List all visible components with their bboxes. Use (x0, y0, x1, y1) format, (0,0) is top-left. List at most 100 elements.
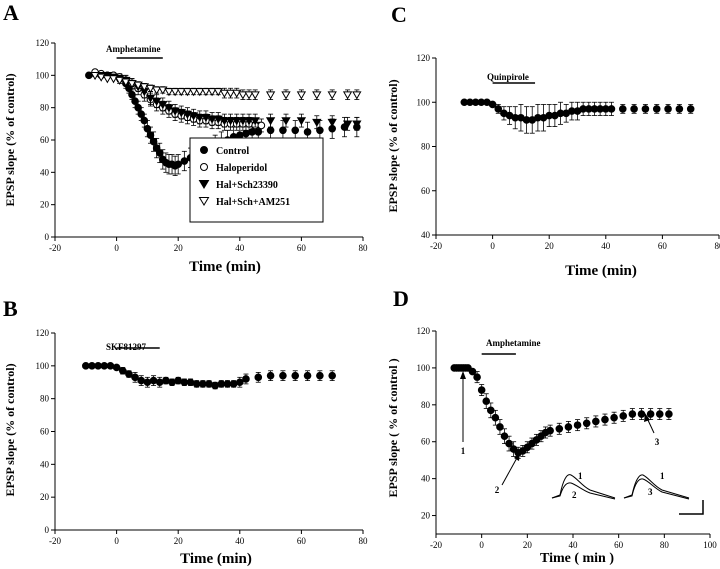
panel-a-s2-point-24 (244, 117, 254, 126)
panel-d-s0-point-31 (610, 413, 618, 422)
panel-c-s0-point-30 (652, 105, 661, 113)
panel-c-ytick-label-1: 60 (421, 186, 431, 196)
panel-d-ytick-label-1: 40 (421, 474, 431, 484)
inset-trace-a-line-2 (551, 482, 616, 500)
panel-d-s0-point-32 (619, 412, 628, 420)
panel-d-marker-label-1: 1 (461, 446, 466, 456)
panel-b-s0-point-17 (186, 378, 195, 387)
panel-b-s0-point-31 (303, 371, 312, 380)
panel-c-drug-label: Quinpirole (487, 72, 529, 82)
panel-c-s0-point-29 (641, 105, 650, 113)
panel-d-s0-point-37 (665, 410, 673, 418)
panel-d-s0-point-9 (477, 386, 486, 394)
panel-d-s0-point-12 (491, 413, 500, 422)
panel-d-arrow-2 (501, 455, 519, 486)
panel-d-s0-point-29 (592, 417, 600, 426)
panel-d-s0-point-13 (496, 423, 504, 431)
panel-a-s0-point-13 (143, 124, 152, 133)
panel-d-xlabel: Time ( min ) (540, 551, 614, 566)
panel-c-s0-point-31 (664, 105, 672, 113)
panel-a-s2-point-18 (207, 115, 217, 124)
panel-a-s2-point-20 (219, 117, 230, 126)
panel-c-s0-point-26 (607, 105, 616, 113)
panel-a-s3-point-18 (201, 88, 211, 97)
panel-c-s0-point-33 (686, 105, 695, 113)
panel-a-s3-point-2 (102, 75, 113, 84)
inset-trace-a-label-bottom: 2 (572, 490, 577, 500)
panel-a-s2-point-16 (195, 114, 205, 123)
panel-a-s3-point-12 (164, 88, 174, 97)
panel-a-s0-point-24 (180, 157, 189, 165)
panel-a-s3-point-28 (281, 91, 291, 100)
panel-d-s0-point-35 (646, 410, 655, 418)
panel-a-xtick-label-2: 20 (174, 243, 184, 253)
panel-a-s2-point-21 (225, 117, 236, 126)
panel-a-xtick-label-1: 0 (114, 243, 119, 253)
panel-a-s3-point-11 (158, 86, 168, 95)
panel-b-s0-point-30 (291, 371, 300, 380)
panel-c-s0-point-5 (488, 100, 497, 109)
panel-c-ytick-label-2: 80 (421, 142, 431, 152)
panel-a-s3-point-19 (207, 88, 217, 97)
panel-d-s0-point-8 (473, 373, 481, 381)
panel-c-s0-point-27 (618, 105, 627, 113)
panel-b-s0-point-1 (88, 362, 96, 370)
panel-a-ytick-label-4: 80 (40, 103, 50, 113)
panel-a-letter: A (3, 0, 19, 25)
panel-a-s3-point-25 (244, 91, 254, 100)
panel-a-s2-point-25 (250, 117, 260, 126)
panel-b-ytick-label-6: 120 (36, 328, 50, 338)
panel-d-xtick-label-0: -20 (430, 540, 442, 550)
panel-b-ytick-label-1: 20 (40, 492, 50, 502)
panel-d-scale-bar (679, 500, 704, 515)
panel-c-letter: C (391, 2, 407, 27)
panel-a-ytick-label-3: 60 (40, 135, 50, 145)
panel-a-ytick-label-2: 40 (40, 167, 50, 177)
panel-a-s0-point-9 (131, 97, 139, 105)
panel-a-s3-point-14 (176, 88, 186, 97)
inset-trace-a-label-top: 1 (578, 471, 583, 481)
legend-marker-hal-sch (198, 180, 210, 189)
panel-a-xtick-label-0: -20 (49, 243, 61, 253)
panel-a-s0-point-14 (146, 131, 155, 139)
panel-a-s0-point-38 (279, 126, 287, 135)
panel-a-s3-point-30 (312, 91, 322, 100)
panel-a-s3-point-24 (238, 91, 248, 100)
inset-trace-b-line-3 (623, 478, 690, 500)
panel-a-s0-point-40 (303, 128, 312, 136)
panel-b-xtick-label-0: -20 (49, 536, 61, 546)
panel-b-ylabel: EPSP slope (% of control) (3, 363, 17, 496)
panel-a-s1-point-27 (257, 121, 266, 130)
legend-marker-control (200, 146, 208, 154)
panel-a-s2-point-29 (312, 118, 322, 128)
panel-d-marker-label-3: 3 (655, 437, 660, 447)
panel-d-s0-point-11 (487, 406, 495, 415)
panel-b-s0-point-8 (131, 373, 139, 382)
panel-b-xtick-label-3: 40 (235, 536, 245, 546)
panel-d-s0-point-14 (500, 432, 509, 440)
panel-a-xlabel: Time (min) (189, 259, 261, 275)
panel-d-ytick-label-5: 120 (417, 326, 431, 336)
panel-d-drug-label: Amphetamine (486, 338, 541, 348)
panel-d-s0-point-33 (628, 410, 637, 418)
panel-b-s0-point-33 (328, 371, 337, 380)
panel-c-xlabel: Time (min) (565, 263, 637, 279)
panel-b-s0-point-2 (94, 362, 102, 370)
panel-b-s0-point-19 (199, 380, 207, 388)
panel-b-s0-point-6 (118, 366, 127, 375)
panel-c-xtick-label-5: 80 (715, 241, 720, 251)
panel-d-xtick-label-1: 0 (479, 540, 484, 550)
panel-c-plot: 40 60 80 100 120 -20 0 20 40 60 80 (417, 53, 720, 251)
panel-d-xtick-label-2: 20 (523, 540, 533, 550)
panel-b-s0-point-29 (279, 371, 287, 380)
panel-d-s0-point-15 (505, 439, 513, 448)
panel-c-xtick-label-2: 20 (545, 241, 555, 251)
panel-d-s0-point-34 (637, 410, 646, 418)
panel-a-xtick-label-4: 60 (297, 243, 307, 253)
panel-a-s0-point-17 (155, 149, 164, 157)
panel-b-s0-point-12 (155, 378, 164, 387)
panel-a-s3-point-27 (265, 91, 276, 100)
panel-a-s2-point-23 (238, 117, 248, 126)
inset-trace-b-label-bottom: 3 (648, 487, 653, 497)
